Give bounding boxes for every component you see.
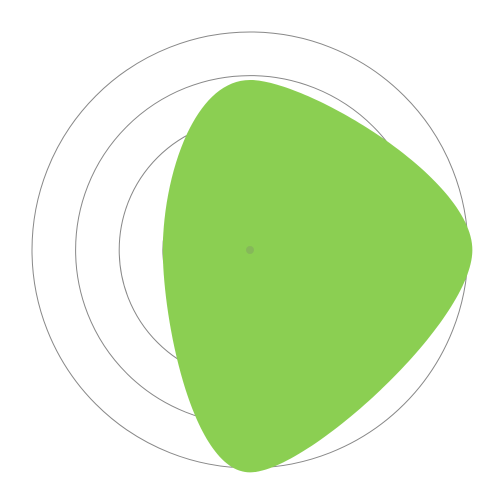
- center-dot: [246, 246, 254, 254]
- radar-chart: [0, 0, 500, 500]
